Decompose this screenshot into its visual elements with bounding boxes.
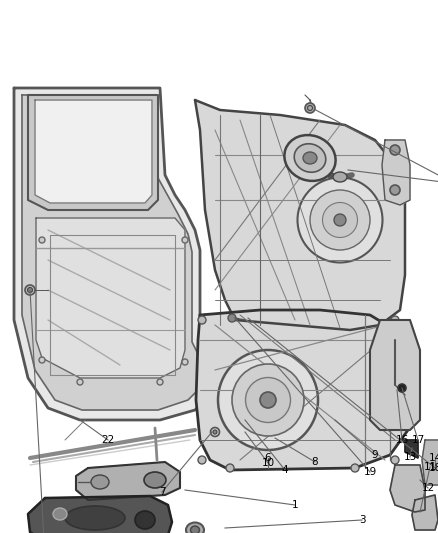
Ellipse shape	[77, 379, 83, 385]
Polygon shape	[14, 88, 210, 420]
Ellipse shape	[39, 237, 45, 243]
Text: 6: 6	[265, 453, 271, 463]
Ellipse shape	[182, 237, 188, 243]
Text: 8: 8	[312, 457, 318, 467]
Polygon shape	[28, 496, 172, 533]
Polygon shape	[36, 218, 185, 378]
Text: 14: 14	[428, 453, 438, 463]
Text: 12: 12	[421, 483, 434, 493]
Ellipse shape	[294, 144, 326, 172]
Ellipse shape	[211, 427, 219, 437]
Polygon shape	[35, 100, 152, 203]
Polygon shape	[370, 320, 420, 430]
Ellipse shape	[135, 511, 155, 529]
Ellipse shape	[322, 203, 357, 238]
Text: 16: 16	[396, 435, 409, 445]
Ellipse shape	[39, 357, 45, 363]
Text: 3: 3	[359, 515, 365, 525]
Ellipse shape	[65, 506, 125, 530]
Polygon shape	[382, 140, 410, 205]
Ellipse shape	[305, 103, 315, 113]
Polygon shape	[405, 440, 418, 458]
Text: 13: 13	[403, 452, 417, 462]
Ellipse shape	[390, 185, 400, 195]
Ellipse shape	[246, 377, 290, 423]
Polygon shape	[195, 100, 405, 330]
Ellipse shape	[232, 364, 304, 436]
Ellipse shape	[226, 464, 234, 472]
Ellipse shape	[297, 177, 382, 262]
Ellipse shape	[284, 135, 336, 181]
Ellipse shape	[334, 214, 346, 226]
Ellipse shape	[351, 464, 359, 472]
Text: 11: 11	[424, 462, 437, 472]
Polygon shape	[22, 95, 200, 410]
Ellipse shape	[198, 456, 206, 464]
Text: 17: 17	[411, 435, 424, 445]
Text: 22: 22	[101, 435, 115, 445]
Ellipse shape	[186, 522, 204, 533]
Ellipse shape	[391, 456, 399, 464]
Ellipse shape	[213, 430, 217, 434]
Ellipse shape	[303, 152, 317, 164]
Text: 4: 4	[282, 465, 288, 475]
Ellipse shape	[390, 145, 400, 155]
Polygon shape	[390, 465, 425, 512]
Ellipse shape	[53, 508, 67, 520]
Polygon shape	[28, 95, 158, 210]
Ellipse shape	[398, 384, 406, 392]
Ellipse shape	[191, 526, 199, 533]
Polygon shape	[196, 310, 410, 470]
Ellipse shape	[310, 190, 370, 250]
Text: 7: 7	[159, 487, 165, 497]
Ellipse shape	[144, 472, 166, 488]
Text: 1: 1	[292, 500, 298, 510]
Ellipse shape	[218, 350, 318, 450]
Text: 9: 9	[372, 450, 378, 460]
Text: 10: 10	[261, 458, 275, 468]
Polygon shape	[412, 495, 438, 530]
Polygon shape	[422, 440, 438, 485]
Ellipse shape	[28, 287, 32, 293]
Polygon shape	[76, 462, 180, 500]
Ellipse shape	[198, 316, 206, 324]
Ellipse shape	[260, 392, 276, 408]
Ellipse shape	[333, 172, 347, 182]
Ellipse shape	[91, 475, 109, 489]
Ellipse shape	[25, 285, 35, 295]
Text: 18: 18	[428, 463, 438, 473]
Text: 19: 19	[364, 467, 377, 477]
Ellipse shape	[182, 359, 188, 365]
Ellipse shape	[157, 379, 163, 385]
Ellipse shape	[228, 314, 236, 322]
Ellipse shape	[391, 316, 399, 324]
